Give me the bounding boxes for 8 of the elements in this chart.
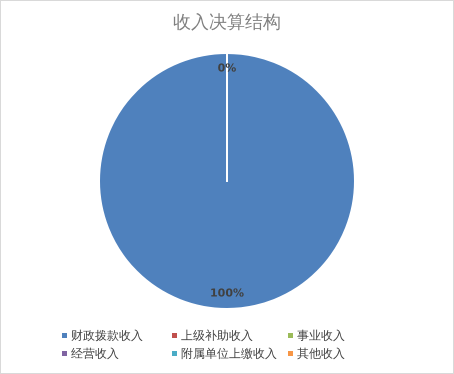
legend-label: 附属单位上缴收入 (181, 346, 277, 360)
legend-label: 财政拨款收入 (71, 328, 143, 342)
data-label: 100% (210, 286, 244, 300)
chart-title: 收入决算结构 (173, 12, 281, 33)
legend-label: 上级补助收入 (181, 328, 253, 342)
legend-label: 事业收入 (297, 328, 345, 342)
legend-label: 经营收入 (71, 346, 119, 360)
legend-label: 其他收入 (297, 346, 345, 360)
